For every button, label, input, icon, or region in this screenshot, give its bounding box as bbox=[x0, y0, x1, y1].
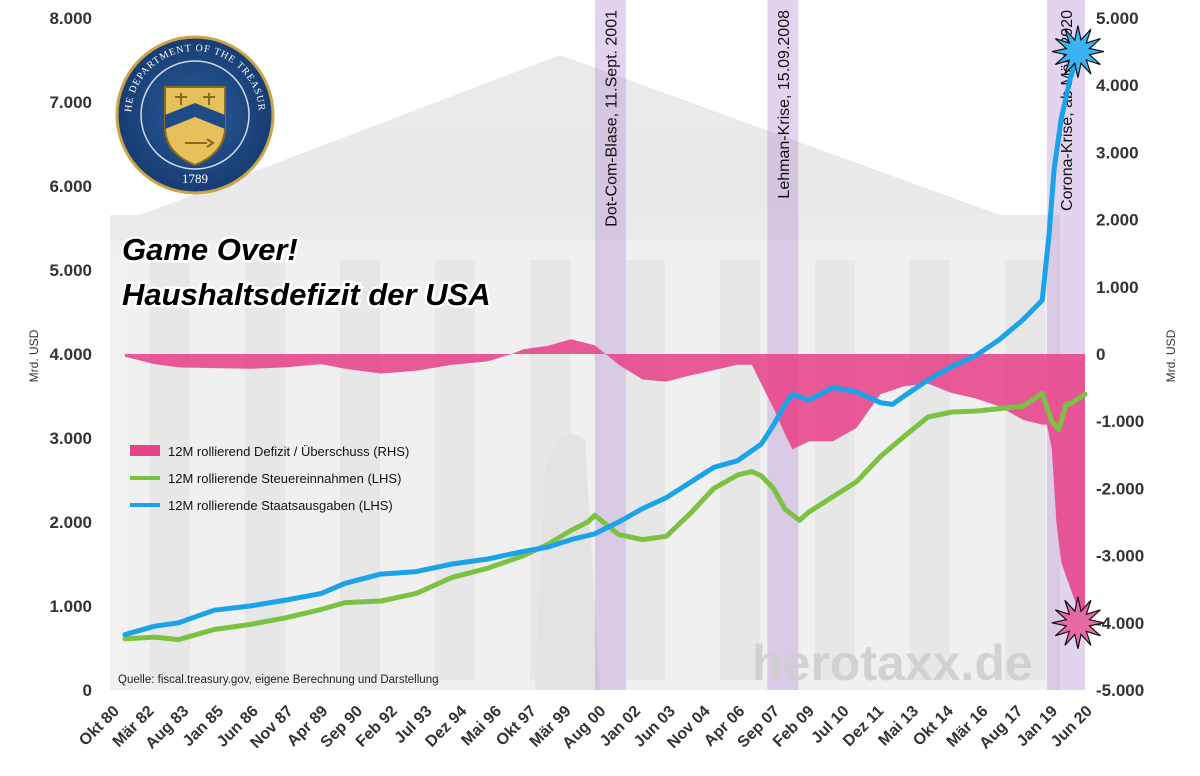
annotation-label: Lehman-Krise, 15.09.2008 bbox=[776, 10, 793, 199]
right-tick-label: 4.000 bbox=[1096, 76, 1139, 95]
left-tick-label: 8.000 bbox=[49, 9, 92, 28]
starburst-markers bbox=[1051, 25, 1105, 649]
seal-year: 1789 bbox=[182, 171, 208, 186]
chart-title: Game Over! bbox=[122, 232, 298, 267]
right-tick-label: -3.000 bbox=[1096, 547, 1144, 566]
right-axis-title: Mrd. USD bbox=[1164, 329, 1178, 382]
treasury-seal-logo: 1789 THE DEPARTMENT OF THE TREASURY bbox=[115, 35, 275, 195]
right-tick-label: -5.000 bbox=[1096, 681, 1144, 700]
left-tick-label: 3.000 bbox=[49, 429, 92, 448]
starburst-top bbox=[1051, 25, 1105, 78]
watermark: herotaxx.de bbox=[752, 635, 1033, 691]
left-tick-label: 7.000 bbox=[49, 93, 92, 112]
deficit-area-layer bbox=[125, 339, 1085, 623]
right-tick-label: -4.000 bbox=[1096, 614, 1144, 633]
deficit-area bbox=[125, 339, 1085, 623]
legend: 12M rollierend Defizit / Überschuss (RHS… bbox=[130, 444, 409, 513]
left-tick-label: 5.000 bbox=[49, 261, 92, 280]
left-tick-label: 2.000 bbox=[49, 513, 92, 532]
left-axis-title: Mrd. USD bbox=[27, 329, 41, 382]
background-building-image bbox=[110, 55, 1060, 690]
starburst-bottom bbox=[1051, 596, 1105, 649]
line-series-layer bbox=[122, 49, 1088, 643]
left-tick-label: 6.000 bbox=[49, 177, 92, 196]
annotation-band bbox=[767, 0, 799, 690]
right-tick-label: 3.000 bbox=[1096, 143, 1139, 162]
chart-subtitle: Haushaltsdefizit der USA bbox=[122, 277, 491, 312]
annotation-label: Dot-Com-Blase, 11.Sept. 2001 bbox=[603, 10, 620, 227]
right-tick-label: 2.000 bbox=[1096, 211, 1139, 230]
right-tick-label: -2.000 bbox=[1096, 479, 1144, 498]
series-line bbox=[122, 391, 1088, 643]
left-tick-label: 0 bbox=[83, 681, 92, 700]
left-tick-label: 4.000 bbox=[49, 345, 92, 364]
series-line bbox=[122, 49, 1088, 638]
right-tick-label: 0 bbox=[1096, 345, 1105, 364]
left-tick-label: 1.000 bbox=[49, 597, 92, 616]
right-tick-label: 5.000 bbox=[1096, 9, 1139, 28]
annotation-band bbox=[594, 0, 626, 690]
legend-label: 12M rollierend Defizit / Überschuss (RHS… bbox=[168, 444, 409, 459]
right-tick-label: -1.000 bbox=[1096, 412, 1144, 431]
right-tick-label: 1.000 bbox=[1096, 278, 1139, 297]
legend-swatch bbox=[130, 445, 160, 456]
legend-label: 12M rollierende Steuereinnahmen (LHS) bbox=[168, 471, 401, 486]
legend-label: 12M rollierende Staatsausgaben (LHS) bbox=[168, 498, 393, 513]
source-note: Quelle: fiscal.treasury.gov, eigene Bere… bbox=[118, 674, 438, 686]
